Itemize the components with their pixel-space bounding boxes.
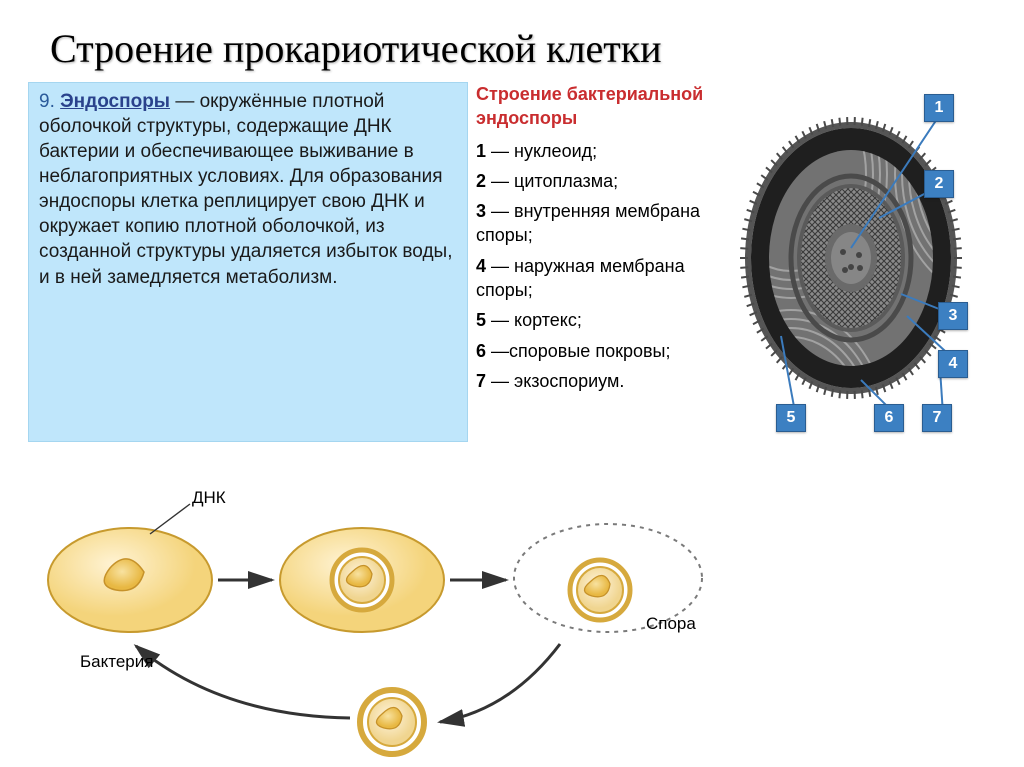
legend-label: нуклеоид; xyxy=(514,141,597,161)
legend-num: 5 xyxy=(476,310,486,330)
legend-item: 2 — цитоплазма; xyxy=(476,169,706,193)
main-row: 9. Эндоспоры — окружённые плотной оболоч… xyxy=(0,82,1024,442)
nucleoid xyxy=(825,224,877,292)
definition-box: 9. Эндоспоры — окружённые плотной оболоч… xyxy=(28,82,468,442)
legend-num: 1 xyxy=(476,141,486,161)
badge-2: 2 xyxy=(924,170,954,198)
legend-label: экзоспориум. xyxy=(514,371,624,391)
legend-label: наружная мембрана споры; xyxy=(476,256,685,300)
legend-item: 3 — внутренняя мембрана споры; xyxy=(476,199,706,248)
badge-1: 1 xyxy=(924,94,954,122)
legend-num: 4 xyxy=(476,256,486,276)
legend-label: кортекс; xyxy=(514,310,582,330)
bacterium-stage-2 xyxy=(280,528,444,632)
legend-item: 7 — экзоспориум. xyxy=(476,369,706,393)
endospore-diagram: 1 2 3 4 5 6 7 xyxy=(706,82,996,442)
definition-term: Эндоспоры xyxy=(60,91,170,112)
definition-number: 9. xyxy=(39,91,55,112)
badge-7: 7 xyxy=(922,404,952,432)
badge-5: 5 xyxy=(776,404,806,432)
legend-item: 4 — наружная мембрана споры; xyxy=(476,254,706,303)
label-dna: ДНК xyxy=(192,488,226,508)
endospore-svg xyxy=(711,82,991,442)
legend-num: 6 xyxy=(476,341,486,361)
cycle-svg xyxy=(40,490,740,760)
legend-item: 5 — кортекс; xyxy=(476,308,706,332)
legend-num: 3 xyxy=(476,201,486,221)
legend-item: 1 — нуклеоид; xyxy=(476,139,706,163)
definition-text: — окружённые плотной оболочкой струк­тур… xyxy=(39,91,452,288)
free-spore xyxy=(360,690,424,754)
arrow-4 xyxy=(136,646,350,718)
label-spore: Спора xyxy=(646,614,696,634)
legend-label: внутренняя мембрана споры; xyxy=(476,201,700,245)
legend-label: споровые покровы; xyxy=(509,341,670,361)
endospore-subtitle: Строение бактериальной эндоспоры xyxy=(476,82,706,131)
endospore-legend: Строение бактериальной эндоспоры 1 — нук… xyxy=(476,82,706,442)
legend-num: 2 xyxy=(476,171,486,191)
label-bacterium: Бактерия xyxy=(80,652,153,672)
badge-3: 3 xyxy=(938,302,968,330)
spore-cycle-diagram: ДНК Бактерия Спора xyxy=(40,490,740,750)
bacterium-stage-1 xyxy=(48,528,212,632)
legend-item: 6 —споровые покровы; xyxy=(476,339,706,363)
badge-6: 6 xyxy=(874,404,904,432)
legend-label: цитоплазма; xyxy=(514,171,618,191)
page-title: Строение прокариотической клетки xyxy=(0,0,1024,82)
legend-num: 7 xyxy=(476,371,486,391)
arrow-3 xyxy=(440,644,560,722)
badge-4: 4 xyxy=(938,350,968,378)
endospore-column: Строение бактериальной эндоспоры 1 — нук… xyxy=(476,82,996,442)
